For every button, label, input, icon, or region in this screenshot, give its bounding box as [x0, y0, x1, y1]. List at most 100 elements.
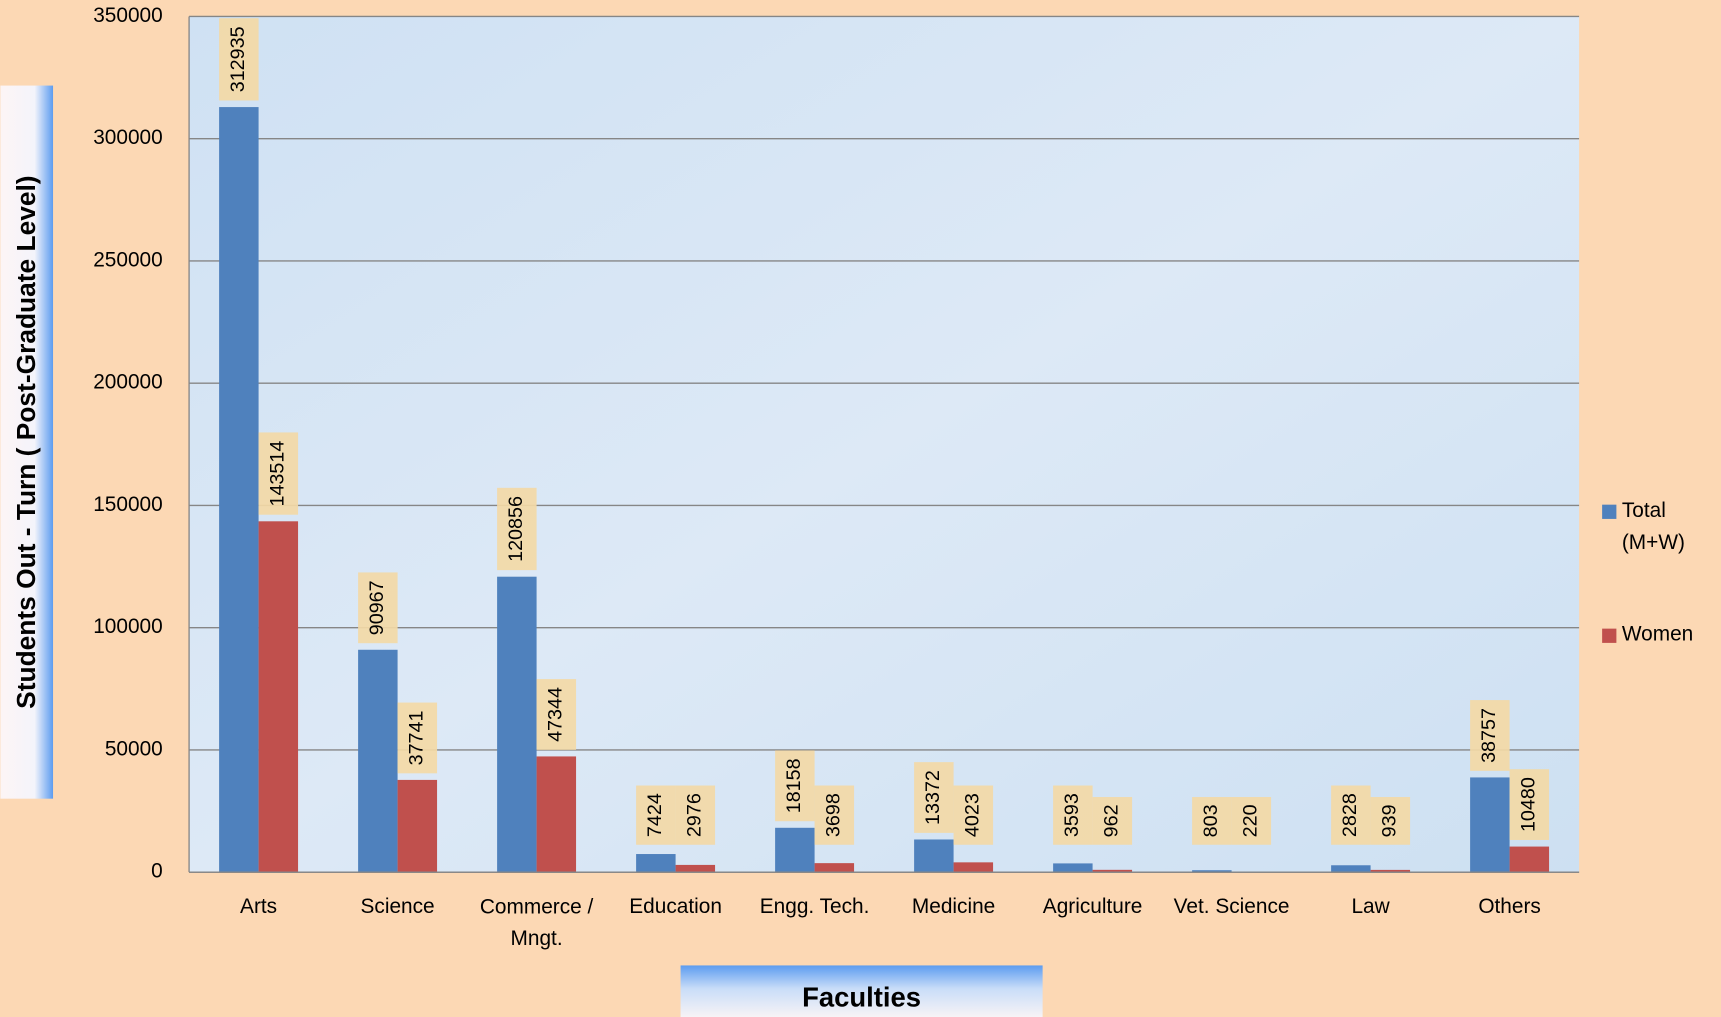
x-tick-label: Law — [1351, 895, 1390, 918]
value-label: 220 — [1231, 797, 1272, 845]
value-label-box — [1370, 797, 1411, 845]
bar — [675, 864, 716, 873]
x-tick-label: Commerce / Mngt. — [480, 895, 594, 950]
bar — [1370, 869, 1411, 873]
y-axis-label: Students Out - Turn ( Post-Graduate Leve… — [11, 175, 41, 708]
x-tick-label: Others — [1478, 895, 1541, 918]
x-tick-label: Education — [629, 895, 722, 918]
value-label-box — [1092, 797, 1133, 845]
y-label-box — [0, 85, 54, 799]
y-tick-label: 300000 — [93, 126, 163, 149]
bar — [1470, 777, 1510, 873]
value-label: 38757 — [1470, 700, 1510, 771]
legend-label: Women — [1622, 623, 1693, 646]
value-label: 312935 — [219, 18, 259, 101]
value-label-box — [636, 785, 676, 845]
legend-swatch — [1602, 504, 1617, 519]
value-label-text: 37741 — [406, 710, 428, 765]
value-label: 37741 — [397, 702, 438, 774]
bar — [1509, 846, 1550, 873]
value-label: 4023 — [953, 785, 994, 845]
value-label-box — [1053, 785, 1093, 845]
bar — [636, 854, 676, 873]
bar — [397, 779, 438, 873]
x-tick-label: Arts — [240, 895, 277, 918]
value-label-text: 220 — [1240, 804, 1262, 837]
bar — [1053, 863, 1093, 873]
value-label-text: 7424 — [644, 793, 666, 837]
value-label: 90967 — [358, 572, 398, 644]
y-tick-label: 100000 — [93, 615, 163, 638]
value-label: 2828 — [1331, 785, 1371, 845]
value-label-text: 3698 — [823, 793, 845, 837]
value-label-text: 312935 — [227, 26, 249, 92]
value-label: 962 — [1092, 797, 1133, 845]
value-label-box — [1231, 797, 1272, 845]
value-label-text: 3593 — [1061, 793, 1083, 837]
bar — [258, 521, 299, 873]
value-label: 13372 — [914, 762, 954, 833]
x-tick-label: Agriculture — [1043, 895, 1143, 918]
value-label-text: 803 — [1200, 804, 1222, 837]
value-label-text: 120856 — [505, 496, 527, 562]
value-label: 803 — [1192, 797, 1232, 845]
value-label-box — [258, 432, 299, 515]
value-label: 10480 — [1509, 769, 1550, 840]
x-label-box — [680, 965, 1043, 1017]
bar — [497, 576, 537, 873]
value-label-box — [536, 679, 577, 750]
x-tick-label: Vet. Science — [1174, 895, 1290, 918]
value-label-box — [1192, 797, 1232, 845]
value-label-box — [1509, 769, 1550, 840]
value-label-box — [953, 785, 994, 845]
bar — [1331, 865, 1371, 873]
bar — [775, 827, 815, 873]
bar — [814, 863, 855, 873]
value-label: 3698 — [814, 785, 855, 845]
value-label-box — [358, 572, 398, 644]
y-tick-label: 350000 — [93, 4, 163, 27]
y-tick-label: 0 — [151, 860, 163, 883]
value-label: 143514 — [258, 432, 299, 515]
x-tick-label: Engg. Tech. — [760, 895, 870, 918]
value-label-box — [775, 750, 815, 822]
y-tick-label: 50000 — [105, 737, 163, 760]
value-label-text: 962 — [1101, 804, 1123, 837]
value-label-text: 2976 — [684, 793, 706, 837]
value-label-box — [814, 785, 855, 845]
value-label-box — [219, 18, 259, 101]
y-tick-label: 250000 — [93, 248, 163, 271]
bar — [1192, 870, 1232, 873]
y-tick-label: 150000 — [93, 493, 163, 516]
value-label-text: 13372 — [922, 770, 944, 825]
value-label-box — [675, 785, 716, 845]
bar — [914, 839, 954, 873]
value-label-box — [397, 702, 438, 774]
value-label: 47344 — [536, 679, 577, 750]
x-tick-label: Medicine — [912, 895, 995, 918]
value-label-text: 4023 — [962, 793, 984, 837]
bar — [1092, 869, 1133, 873]
value-label-text: 2828 — [1339, 793, 1361, 837]
value-label-text: 10480 — [1518, 777, 1540, 832]
value-label: 3593 — [1053, 785, 1093, 845]
value-label-box — [914, 762, 954, 833]
value-label: 18158 — [775, 750, 815, 822]
value-label-box — [497, 487, 537, 571]
value-label: 120856 — [497, 487, 537, 571]
bar — [219, 107, 259, 873]
x-tick-label: Science — [361, 895, 435, 918]
value-label: 7424 — [636, 785, 676, 845]
x-axis-label: Faculties — [802, 982, 921, 1013]
value-label-text: 939 — [1379, 804, 1401, 837]
value-label-text: 38757 — [1478, 708, 1500, 763]
value-label-text: 18158 — [783, 758, 805, 813]
y-tick-label: 200000 — [93, 371, 163, 394]
value-label-text: 90967 — [366, 580, 388, 635]
legend-label: Total (M+W) — [1622, 499, 1685, 554]
bar — [358, 649, 398, 873]
value-label-box — [1331, 785, 1371, 845]
value-label-box — [1470, 700, 1510, 771]
